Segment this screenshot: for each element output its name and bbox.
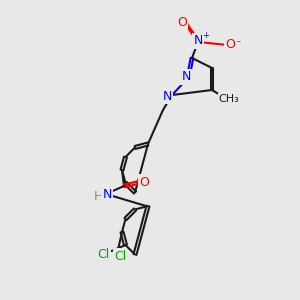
Text: O: O — [139, 176, 149, 188]
Text: N: N — [102, 188, 112, 202]
Text: CH₃: CH₃ — [219, 94, 239, 104]
Text: H: H — [93, 190, 103, 202]
Text: O: O — [225, 38, 235, 52]
Text: -: - — [236, 36, 240, 46]
Text: O: O — [177, 16, 187, 28]
Text: Cl: Cl — [98, 248, 110, 260]
Text: Cl: Cl — [114, 250, 126, 262]
Text: N: N — [193, 34, 203, 47]
Text: N: N — [162, 89, 172, 103]
Text: N: N — [181, 70, 191, 83]
Text: +: + — [202, 31, 209, 40]
